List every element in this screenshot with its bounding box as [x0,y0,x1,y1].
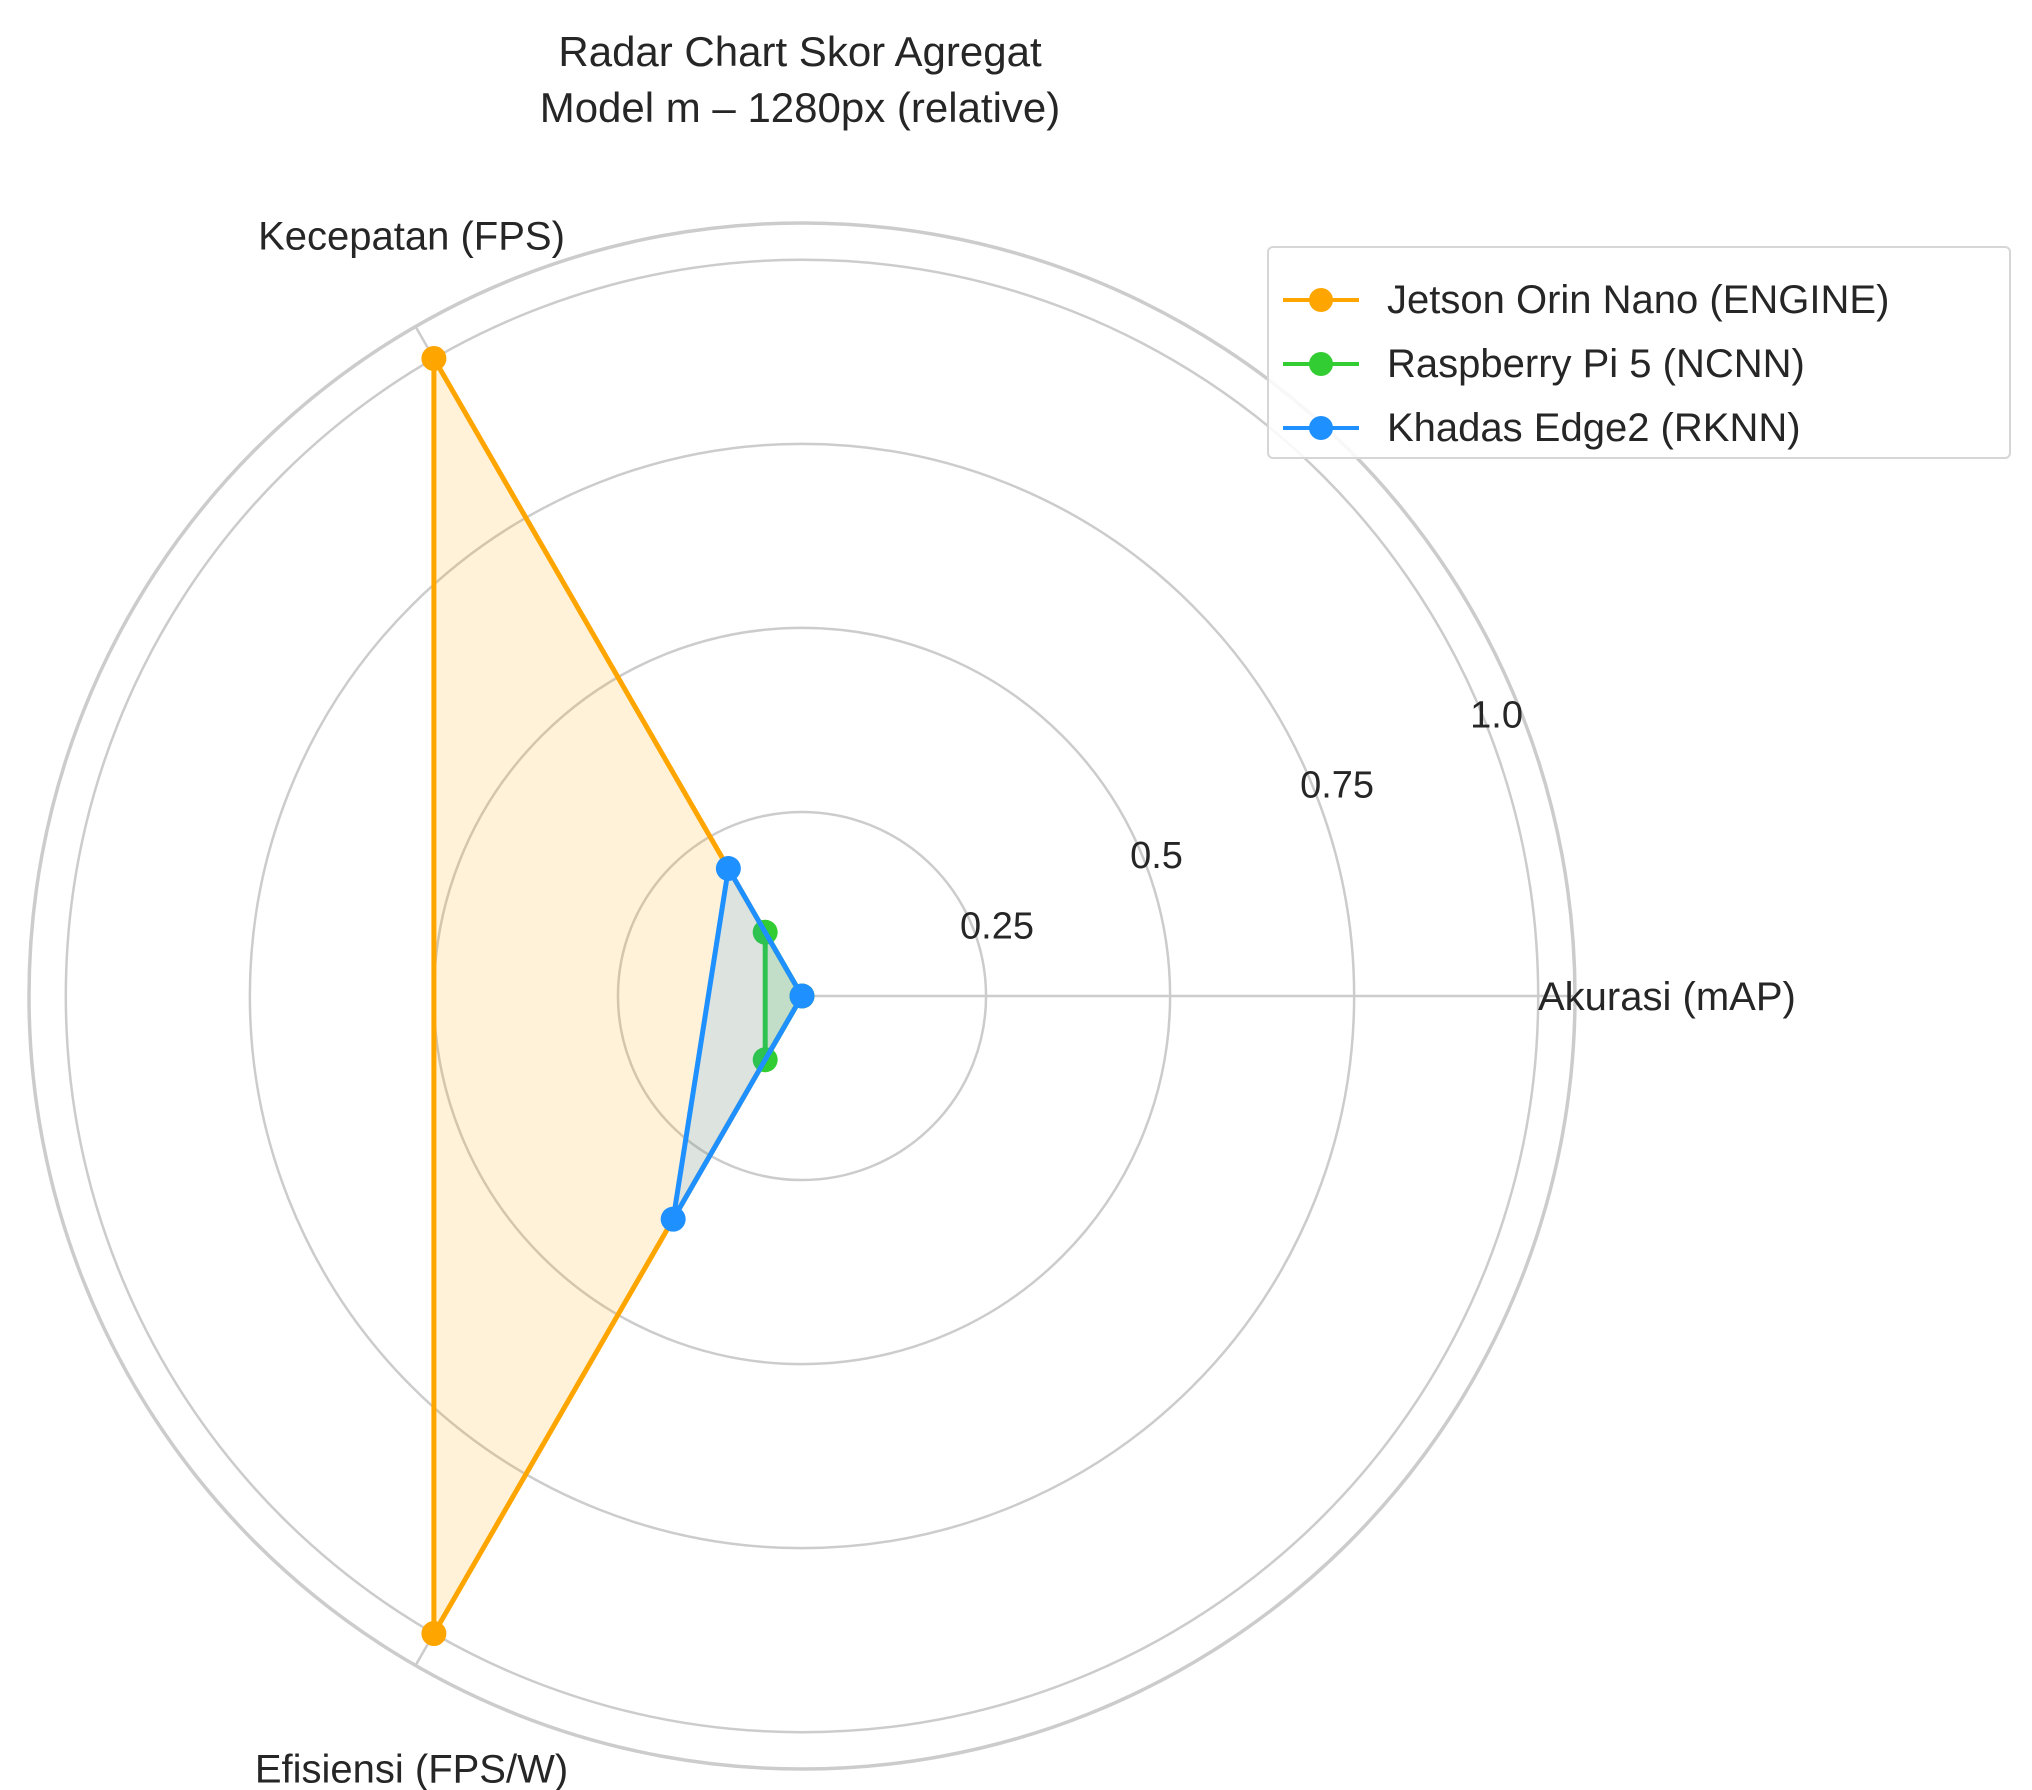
radial-tick-label: 1.0 [1470,694,1523,736]
legend-item: Raspberry Pi 5 (NCNN) [1269,332,2009,396]
axis-label: Kecepatan (FPS) [258,215,565,259]
legend-marker-icon [1283,280,1359,320]
radar-ring-0 [616,810,988,1182]
chart-subtitle: Model m – 1280px (relative) [540,84,1061,131]
axis-label: Akurasi (mAP) [1538,975,1796,1019]
series-point-0-1 [421,345,447,371]
legend-marker-icon [1283,408,1359,448]
radar-labels: 0.25 0.5 0.75 1.0 Akurasi (mAP) Kecepatan (FP… [255,215,1796,1790]
legend-label: Raspberry Pi 5 (NCNN) [1387,341,1805,386]
legend-label: Jetson Orin Nano (ENGINE) [1387,277,1890,322]
legend-item: Khadas Edge2 (RKNN) [1269,396,2009,460]
radial-tick-label: 0.75 [1300,765,1374,807]
axis-label: Efisiensi (FPS/W) [255,1747,568,1790]
series-point-2-2 [660,1206,686,1232]
legend: Jetson Orin Nano (ENGINE) Raspberry Pi 5 … [1267,246,2011,459]
radar-outer-frame [27,221,1577,1771]
series-point-2-0 [789,983,815,1009]
legend-marker-icon [1283,344,1359,384]
series-fill-2 [673,868,802,1220]
series-point-0-2 [421,1621,447,1647]
series-point-2-1 [715,855,741,881]
radar-grid [27,221,1577,1771]
series-fill-0 [433,358,802,1634]
legend-label: Khadas Edge2 (RKNN) [1387,405,1801,450]
radar-series [421,345,815,1647]
radar-ring-2 [248,442,1356,1550]
series-line-0 [431,349,805,1643]
radial-tick-label: 0.5 [1130,835,1183,877]
series-line-2 [670,861,805,1221]
radar-ring-3 [64,258,1540,1734]
legend-item: Jetson Orin Nano (ENGINE) [1269,268,2009,332]
series-fill-1 [765,932,802,1060]
radial-tick-label: 0.25 [960,906,1034,948]
chart-title: Radar Chart Skor Agregat [558,28,1042,75]
